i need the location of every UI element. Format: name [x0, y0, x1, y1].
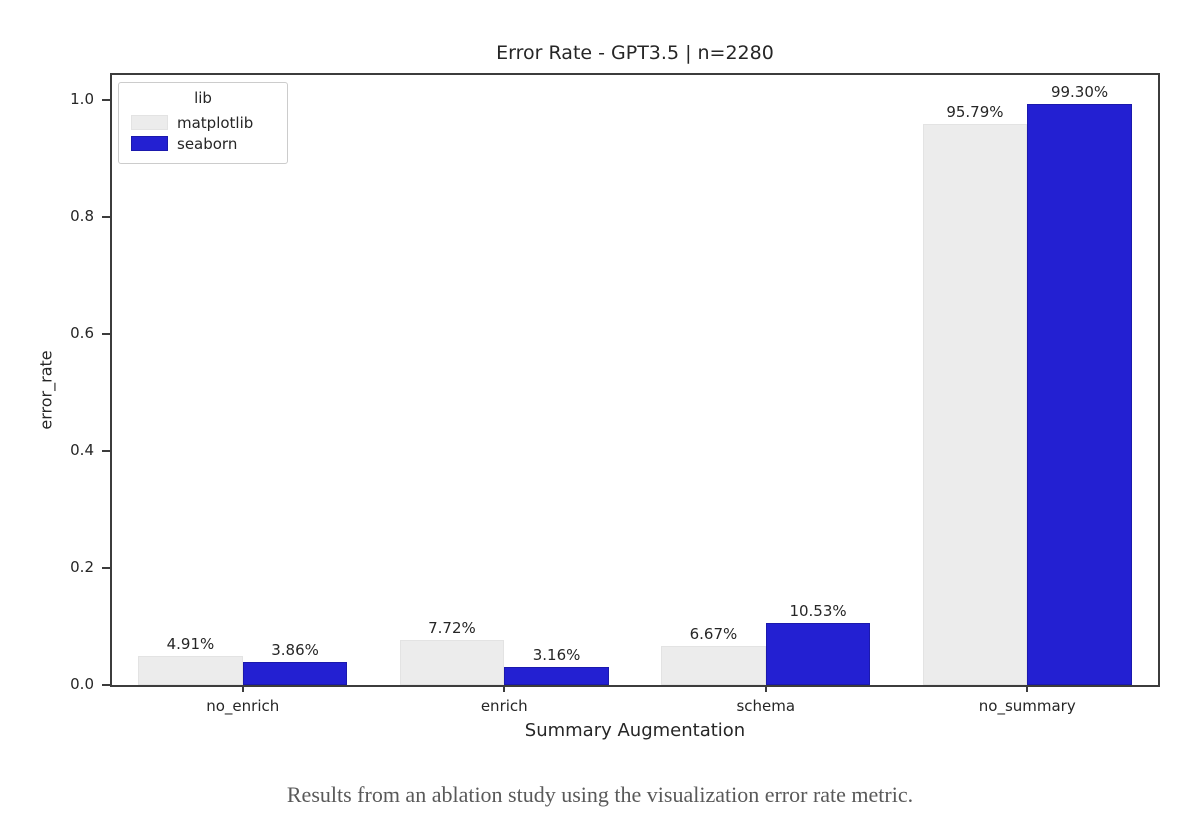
- y-tick-mark: [102, 449, 110, 452]
- y-axis-label: error_rate: [36, 350, 56, 430]
- bar-matplotlib-no_enrich: [138, 656, 243, 685]
- bar-value-label-seaborn-schema: 10.53%: [789, 602, 847, 621]
- legend-swatch-matplotlib: [131, 115, 168, 130]
- x-tick-mark: [764, 685, 767, 692]
- bar-value-label-matplotlib-no_summary: 95.79%: [946, 103, 1004, 122]
- bar-seaborn-no_summary: [1027, 103, 1132, 685]
- y-tick-mark: [102, 332, 110, 335]
- legend-label-seaborn: seaborn: [177, 134, 238, 153]
- bar-matplotlib-no_summary: [922, 124, 1028, 685]
- x-tick-label-schema: schema: [736, 697, 796, 715]
- plot-area: 0.0 0.2 0.4 0.6 0.8 1.0 no_enrich enrich schema…: [70, 73, 1160, 715]
- y-tick-mark: [102, 98, 110, 101]
- bar-seaborn-schema: [765, 623, 871, 685]
- x-tick-mark: [503, 685, 506, 692]
- legend-title: lib: [194, 89, 212, 107]
- y-tick-label: 0.4: [70, 440, 94, 459]
- y-tick-mark: [102, 684, 110, 686]
- y-tick-label: 0.6: [70, 323, 94, 342]
- bar-value-label-matplotlib-enrich: 7.72%: [428, 618, 476, 637]
- y-tick-label: 1.0: [70, 89, 94, 108]
- bar-seaborn-enrich: [504, 666, 609, 685]
- x-tick-label-no_summary: no_summary: [978, 697, 1076, 715]
- y-tick-label: 0.2: [70, 557, 94, 576]
- legend-swatch-seaborn: [131, 136, 168, 151]
- x-axis-label: Summary Augmentation: [524, 720, 746, 741]
- bar-value-label-seaborn-no_enrich: 3.86%: [271, 641, 319, 660]
- x-tick-mark: [241, 685, 244, 692]
- legend-row-matplotlib: matplotlib: [131, 112, 275, 133]
- y-tick-mark: [102, 215, 110, 218]
- bar-matplotlib-enrich: [399, 639, 505, 685]
- bar-value-label-seaborn-enrich: 3.16%: [532, 645, 581, 664]
- x-tick-mark: [1026, 685, 1029, 692]
- legend-row-seaborn: seaborn: [131, 133, 275, 154]
- y-tick-label: 0.8: [70, 206, 94, 225]
- bar-value-label-matplotlib-no_enrich: 4.91%: [166, 635, 215, 654]
- bar-seaborn-no_enrich: [242, 662, 348, 685]
- bar-value-label-matplotlib-schema: 6.67%: [689, 624, 738, 643]
- x-tick-label-no_enrich: no_enrich: [206, 697, 280, 715]
- legend-label-matplotlib: matplotlib: [177, 113, 254, 132]
- x-tick-label-enrich: enrich: [480, 697, 528, 715]
- bar-matplotlib-schema: [661, 645, 766, 685]
- y-tick-label: 0.0: [70, 675, 94, 693]
- legend-rows: matplotlib seaborn: [131, 112, 275, 154]
- figure-caption: Results from an ablation study using the…: [286, 782, 914, 807]
- y-tick-mark: [102, 566, 110, 569]
- legend: lib matplotlib seaborn: [118, 82, 288, 164]
- chart-title: Error Rate - GPT3.5 | n=2280: [496, 42, 774, 64]
- bar-value-label-seaborn-no_summary: 99.30%: [1050, 82, 1109, 101]
